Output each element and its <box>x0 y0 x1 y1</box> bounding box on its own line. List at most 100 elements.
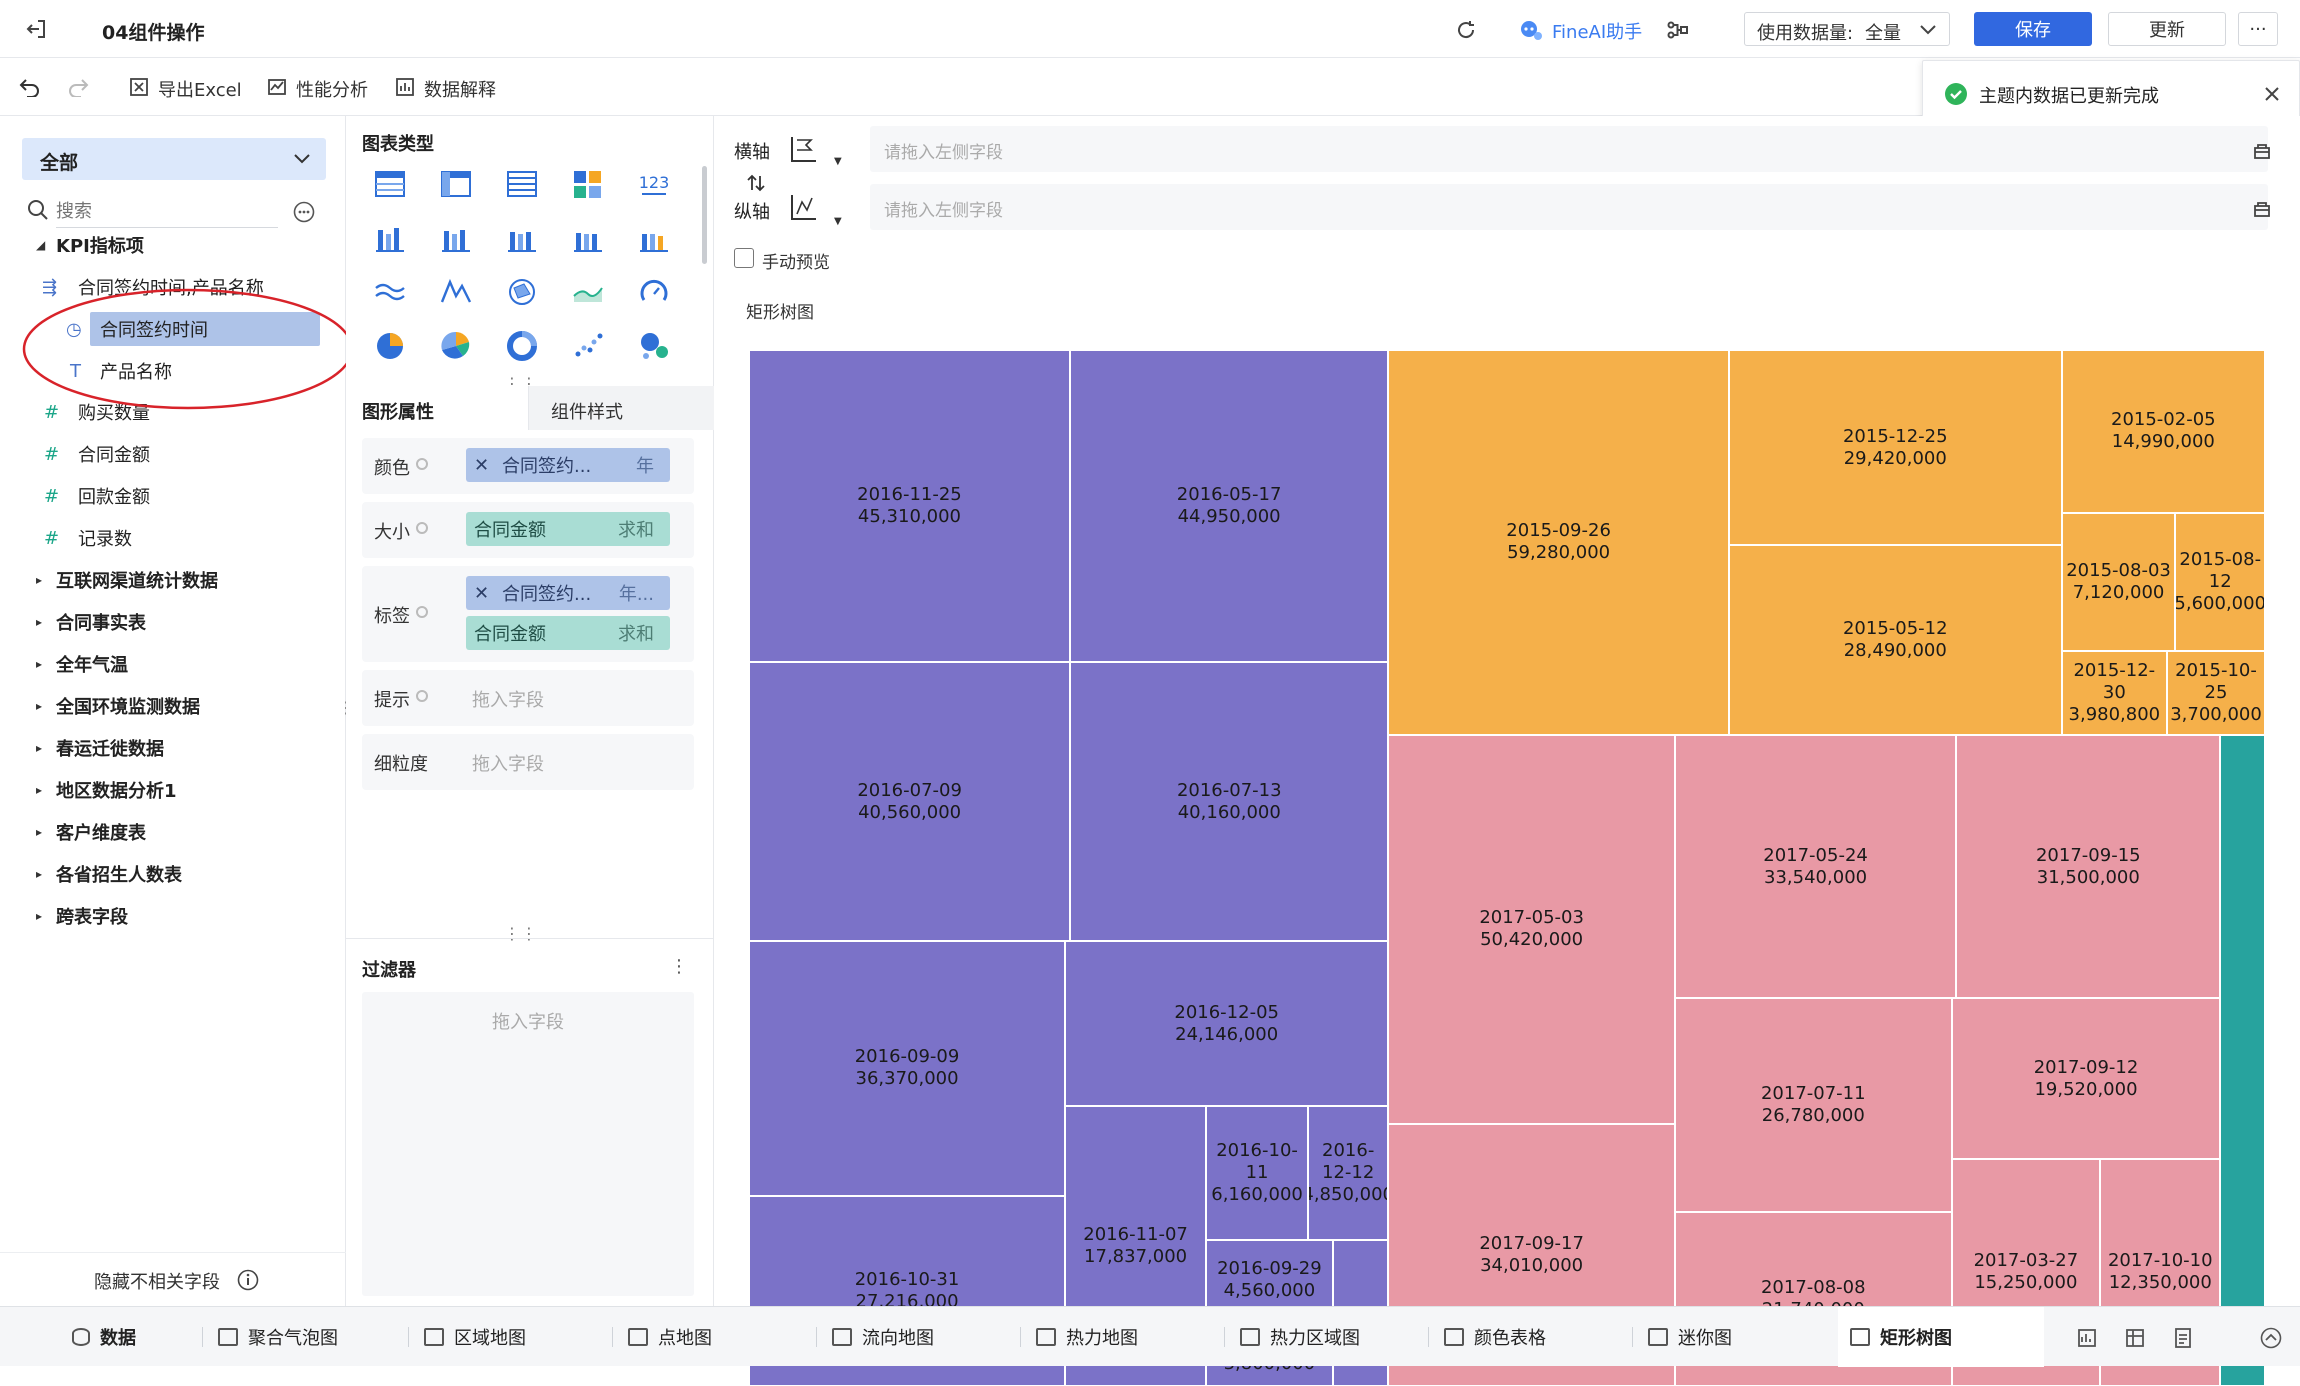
treemap-cell[interactable]: 2016-09-09 36,370,000 <box>749 941 1066 1196</box>
table-filter-select[interactable]: 全部 <box>22 138 326 180</box>
exit-icon[interactable] <box>22 16 50 42</box>
data-explain-button[interactable]: 数据解释 <box>424 80 496 101</box>
donut-chart-icon[interactable] <box>504 328 540 364</box>
tree-item[interactable]: ▸ 全国环境监测数据 <box>0 686 346 726</box>
treemap-cell[interactable]: 2015-05-12 28,490,000 <box>1728 545 2062 735</box>
close-icon[interactable] <box>2261 83 2283 105</box>
table-chart-icon[interactable] <box>372 166 408 202</box>
grain-drop-zone[interactable]: 拖入字段 <box>472 754 544 775</box>
treemap-cell[interactable]: 2016-11-25 45,310,000 <box>749 350 1070 663</box>
tree-item[interactable]: ▸ 互联网渠道统计数据 <box>0 560 346 600</box>
treemap-cell[interactable]: 2015-12-25 29,420,000 <box>1728 350 2062 546</box>
caret-down-icon[interactable]: ▼ <box>834 156 842 167</box>
tree-item[interactable]: ▸ 客户维度表 <box>0 812 346 852</box>
component-tab[interactable]: 区域地图 <box>424 1307 526 1367</box>
settings-icon[interactable] <box>412 686 432 706</box>
stacked-column-icon[interactable] <box>504 220 540 256</box>
y-axis-drop-zone[interactable]: 请拖入左侧字段 <box>870 184 2268 230</box>
treemap-cell[interactable]: 2016-07-09 40,560,000 <box>749 662 1071 942</box>
tree-item[interactable]: ▸ 合同事实表 <box>0 602 346 642</box>
treemap-cell[interactable]: 2017-07-11 26,780,000 <box>1674 998 1952 1213</box>
component-tab[interactable]: 热力地图 <box>1036 1307 1138 1367</box>
update-button[interactable]: 更新 <box>2108 12 2226 46</box>
treemap-cell[interactable]: 2017-05-03 50,420,000 <box>1388 734 1675 1124</box>
component-tab[interactable]: 流向地图 <box>832 1307 934 1367</box>
redo-icon[interactable] <box>64 74 92 100</box>
bar-chart-icon[interactable] <box>570 220 606 256</box>
column-chart-icon[interactable] <box>438 220 474 256</box>
export-excel-button[interactable]: 导出Excel <box>158 80 242 101</box>
filter-more-icon[interactable]: ⋮ <box>670 956 688 977</box>
number-icon[interactable]: 123 <box>636 166 672 202</box>
tree-item[interactable]: ◷ 合同签约时间 <box>0 309 346 349</box>
chevron-up-icon[interactable] <box>2258 1325 2284 1351</box>
treemap-cell[interactable]: 2015-02-05 14,990,000 <box>2061 350 2265 513</box>
component-tab[interactable]: 热力区域图 <box>1240 1307 1360 1367</box>
data-volume-select[interactable]: 使用数据量: 全量 <box>1744 12 1950 46</box>
tab-shape-properties[interactable]: 图形属性 <box>346 386 528 430</box>
scatter-icon[interactable] <box>570 328 606 364</box>
treemap-cell[interactable]: 2016-12-124,850,000 <box>1308 1106 1389 1240</box>
treemap-cell[interactable]: 2015-09-26 59,280,000 <box>1388 350 1729 735</box>
multi-bar-icon[interactable] <box>636 220 672 256</box>
search-input[interactable] <box>56 196 278 228</box>
tree-item[interactable]: T 产品名称 <box>0 351 346 391</box>
line-chart-icon[interactable] <box>372 274 408 310</box>
tree-item[interactable]: # 回款金额 <box>0 476 346 516</box>
more-options-icon[interactable] <box>290 198 318 226</box>
add-component-icon[interactable] <box>2074 1325 2100 1351</box>
treemap-cell[interactable]: 2015-08-03 7,120,000 <box>2061 512 2176 652</box>
cross-table-icon[interactable] <box>438 166 474 202</box>
add-table-icon[interactable] <box>2122 1325 2148 1351</box>
tree-item[interactable]: ▸ 地区数据分析1 <box>0 770 346 810</box>
component-tab[interactable]: 矩形树图 <box>1838 1307 2044 1367</box>
chart-type-scrollbar[interactable] <box>702 166 707 264</box>
settings-icon[interactable] <box>412 454 432 474</box>
refresh-icon[interactable] <box>1452 16 1480 44</box>
pie-chart-icon[interactable] <box>372 328 408 364</box>
add-report-icon[interactable] <box>2170 1325 2196 1351</box>
panel-resize-handle[interactable]: ⋮ <box>338 698 354 722</box>
tree-item[interactable]: # 记录数 <box>0 518 346 558</box>
treemap-cell[interactable]: 2015-10-25 3,700,000 <box>2167 651 2265 735</box>
component-tab[interactable]: 聚合气泡图 <box>218 1307 338 1367</box>
hide-fields-label[interactable]: 隐藏不相关字段 <box>94 1272 220 1293</box>
settings-icon[interactable] <box>412 602 432 622</box>
axis-y-icon[interactable] <box>786 190 820 224</box>
bubble-icon[interactable] <box>636 328 672 364</box>
treemap-cell[interactable]: 2015-08-12 5,600,000 <box>2175 512 2265 652</box>
filter-drop-zone[interactable]: 拖入字段 <box>362 992 694 1296</box>
treemap-cell[interactable]: 2016-05-17 44,950,000 <box>1069 350 1389 663</box>
lock-icon[interactable] <box>2250 138 2274 162</box>
ai-assistant-label[interactable]: FineAI助手 <box>1552 22 1643 43</box>
treemap-cell[interactable]: 2016-12-05 24,146,000 <box>1065 941 1389 1107</box>
treemap-cell[interactable]: 2017-05-24 33,540,000 <box>1674 734 1957 999</box>
axis-x-icon[interactable] <box>786 132 820 166</box>
tree-item[interactable]: # 合同金额 <box>0 434 346 474</box>
component-tab[interactable]: 点地图 <box>628 1307 712 1367</box>
settings-icon[interactable] <box>412 518 432 538</box>
treemap-cell[interactable] <box>2220 734 2265 1386</box>
radar-icon[interactable] <box>438 274 474 310</box>
manual-preview-checkbox[interactable] <box>734 248 754 268</box>
label-field-chip-date[interactable]: ✕ 合同签约... 年... <box>466 576 670 610</box>
data-explain-icon[interactable] <box>394 76 416 98</box>
lineage-icon[interactable] <box>1664 16 1692 44</box>
component-tab[interactable]: 迷你图 <box>1648 1307 1732 1367</box>
info-icon[interactable] <box>236 1268 260 1292</box>
tree-item[interactable]: ◢ KPI指标项 <box>0 225 346 265</box>
tree-item[interactable]: ▸ 春运迁徙数据 <box>0 728 346 768</box>
rose-chart-icon[interactable] <box>438 328 474 364</box>
component-tab[interactable]: 数据 <box>72 1307 136 1367</box>
swap-axes-icon[interactable] <box>744 172 768 194</box>
export-excel-icon[interactable] <box>128 76 150 98</box>
treemap-cell[interactable]: 2015-12-30 3,980,800 <box>2061 651 2168 735</box>
treemap-cell[interactable]: 2017-09-12 19,520,000 <box>1951 998 2221 1159</box>
component-tab[interactable]: 颜色表格 <box>1444 1307 1546 1367</box>
label-field-chip-amount[interactable]: 合同金额 求和 <box>466 616 670 650</box>
ai-assistant-icon[interactable] <box>1516 16 1544 44</box>
color-field-chip[interactable]: ✕ 合同签约... 年 <box>466 448 670 482</box>
save-button[interactable]: 保存 <box>1974 12 2092 46</box>
lock-icon[interactable] <box>2250 196 2274 220</box>
tree-item[interactable]: # 购买数量 <box>0 392 346 432</box>
